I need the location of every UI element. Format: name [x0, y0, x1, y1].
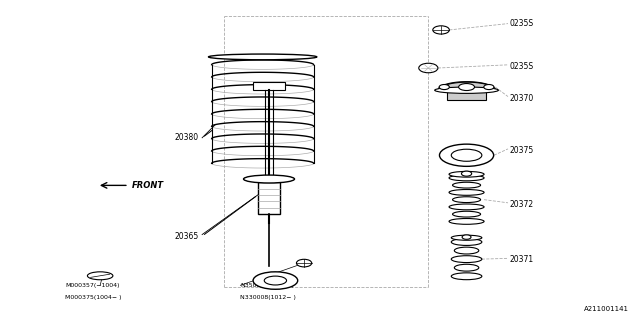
Text: 20380: 20380	[175, 133, 199, 142]
Ellipse shape	[449, 204, 484, 210]
Ellipse shape	[452, 182, 481, 188]
Text: 0235S: 0235S	[509, 62, 533, 71]
Text: 20370: 20370	[509, 94, 534, 103]
Circle shape	[296, 259, 312, 267]
Ellipse shape	[88, 272, 113, 280]
Ellipse shape	[449, 172, 484, 177]
Ellipse shape	[440, 144, 493, 166]
Ellipse shape	[253, 272, 298, 289]
Ellipse shape	[451, 273, 482, 280]
Ellipse shape	[451, 235, 482, 240]
Text: 0235S: 0235S	[509, 19, 533, 28]
Ellipse shape	[244, 175, 294, 183]
Ellipse shape	[209, 54, 317, 60]
Text: FRONT: FRONT	[132, 181, 164, 190]
Ellipse shape	[435, 87, 499, 93]
Ellipse shape	[449, 219, 484, 224]
Text: 20372: 20372	[509, 200, 533, 209]
Ellipse shape	[264, 276, 287, 285]
Circle shape	[461, 171, 472, 176]
Bar	[258, 182, 280, 214]
Circle shape	[462, 235, 471, 239]
Bar	[253, 82, 285, 90]
Text: 20375: 20375	[509, 146, 534, 155]
Ellipse shape	[451, 256, 482, 262]
Ellipse shape	[454, 264, 479, 271]
Ellipse shape	[459, 84, 474, 91]
Text: A211001141: A211001141	[584, 306, 629, 312]
Text: N350006(−1012): N350006(−1012)	[241, 283, 294, 288]
Ellipse shape	[452, 211, 481, 217]
Bar	[447, 90, 486, 100]
Text: M000375(1004− ): M000375(1004− )	[65, 294, 122, 300]
Text: 20371: 20371	[509, 255, 533, 264]
Ellipse shape	[454, 247, 479, 254]
Ellipse shape	[452, 197, 481, 203]
Ellipse shape	[451, 239, 482, 245]
Circle shape	[419, 63, 438, 73]
Circle shape	[433, 26, 449, 34]
Text: 20365: 20365	[175, 232, 199, 241]
Text: N330008(1012− ): N330008(1012− )	[241, 294, 296, 300]
Text: M000357(−1004): M000357(−1004)	[65, 283, 120, 288]
Circle shape	[484, 84, 494, 90]
Ellipse shape	[449, 189, 484, 195]
Circle shape	[439, 84, 449, 90]
Ellipse shape	[449, 175, 484, 181]
Ellipse shape	[451, 149, 482, 161]
